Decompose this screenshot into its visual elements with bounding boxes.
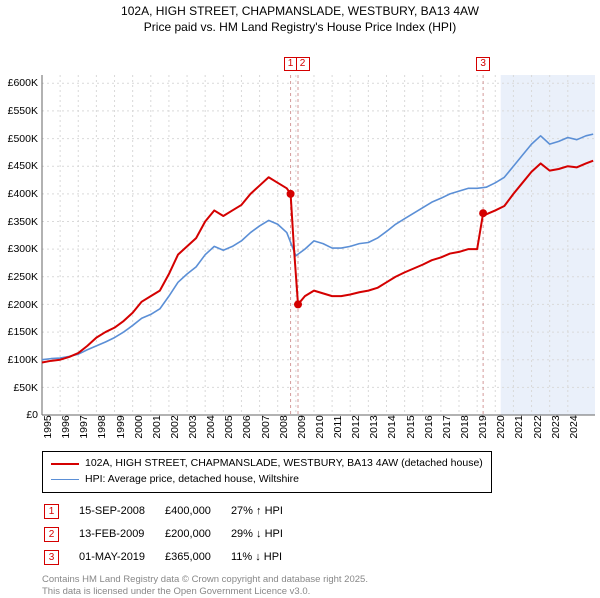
event-price: £400,000 [165,501,229,522]
x-tick-label: 1995 [42,416,54,439]
x-tick-label: 1997 [78,416,90,439]
title-line-2: Price paid vs. HM Land Registry's House … [0,20,600,36]
event-number: 3 [44,550,59,565]
x-tick-label: 2011 [332,416,344,439]
event-number: 2 [44,527,59,542]
x-tick-label: 2005 [223,416,235,439]
x-tick-label: 2009 [296,416,308,439]
x-tick-label: 2021 [513,416,525,439]
x-tick-label: 2012 [350,416,362,439]
x-tick-label: 1996 [60,416,72,439]
legend-item: 102A, HIGH STREET, CHAPMANSLADE, WESTBUR… [51,456,483,472]
legend-item: HPI: Average price, detached house, Wilt… [51,472,483,488]
event-row: 1 15-SEP-2008£400,00027% ↑ HPI [44,501,301,522]
event-delta: 29% ↓ HPI [231,524,301,545]
y-tick-label: £300K [8,243,38,255]
x-tick-label: 2000 [133,416,145,439]
legend-swatch [51,479,79,480]
y-tick-label: £0 [26,409,38,421]
x-tick-label: 2020 [495,416,507,439]
footer-attribution: Contains HM Land Registry data © Crown c… [42,574,600,598]
x-tick-label: 2017 [441,416,453,439]
x-tick-label: 2001 [151,416,163,439]
legend-swatch [51,463,79,465]
y-tick-label: £200K [8,299,38,311]
chart-plot-area: £0 £50K £100K £150K £200K £250K £300K £350K £400… [0,35,600,445]
x-tick-label: 2002 [169,416,181,439]
x-tick-label: 2024 [568,416,580,439]
x-tick-label: 2016 [423,416,435,439]
event-price: £200,000 [165,524,229,545]
x-tick-label: 1999 [115,416,127,439]
y-tick-label: £250K [8,271,38,283]
event-date: 15-SEP-2008 [79,501,163,522]
x-tick-label: 2022 [532,416,544,439]
chart-container: 102A, HIGH STREET, CHAPMANSLADE, WESTBUR… [0,0,600,598]
y-tick-label: £400K [8,188,38,200]
y-tick-label: £350K [8,216,38,228]
x-tick-label: 2007 [260,416,272,439]
y-tick-label: £550K [8,105,38,117]
event-marker-3: 3 [476,57,490,71]
x-tick-label: 1998 [96,416,108,439]
y-tick-label: £500K [8,133,38,145]
x-tick-label: 2015 [405,416,417,439]
legend-label: 102A, HIGH STREET, CHAPMANSLADE, WESTBUR… [85,456,483,472]
y-tick-label: £50K [13,382,38,394]
x-tick-label: 2006 [241,416,253,439]
event-delta: 11% ↓ HPI [231,547,301,568]
event-number: 1 [44,504,59,519]
event-date: 13-FEB-2009 [79,524,163,545]
chart-title: 102A, HIGH STREET, CHAPMANSLADE, WESTBUR… [0,0,600,35]
x-tick-label: 2019 [477,416,489,439]
y-tick-label: £150K [8,326,38,338]
x-tick-label: 2014 [386,416,398,439]
event-row: 2 13-FEB-2009£200,00029% ↓ HPI [44,524,301,545]
event-price: £365,000 [165,547,229,568]
x-tick-label: 2003 [187,416,199,439]
footer-line-1: Contains HM Land Registry data © Crown c… [42,574,600,586]
x-tick-label: 2008 [278,416,290,439]
x-tick-label: 2004 [205,416,217,439]
title-line-1: 102A, HIGH STREET, CHAPMANSLADE, WESTBUR… [0,4,600,20]
legend-label: HPI: Average price, detached house, Wilt… [85,472,299,488]
footer-line-2: This data is licensed under the Open Gov… [42,586,600,598]
events-table: 1 15-SEP-2008£400,00027% ↑ HPI 2 13-FEB-200… [42,499,303,570]
event-marker-2: 2 [296,57,310,71]
x-tick-label: 2010 [314,416,326,439]
x-tick-label: 2013 [368,416,380,439]
y-tick-label: £100K [8,354,38,366]
y-tick-label: £450K [8,160,38,172]
event-row: 3 01-MAY-2019£365,00011% ↓ HPI [44,547,301,568]
event-date: 01-MAY-2019 [79,547,163,568]
legend: 102A, HIGH STREET, CHAPMANSLADE, WESTBUR… [42,451,492,493]
y-tick-label: £600K [8,77,38,89]
event-delta: 27% ↑ HPI [231,501,301,522]
chart-svg [0,35,600,445]
x-tick-label: 2023 [550,416,562,439]
x-tick-label: 2018 [459,416,471,439]
